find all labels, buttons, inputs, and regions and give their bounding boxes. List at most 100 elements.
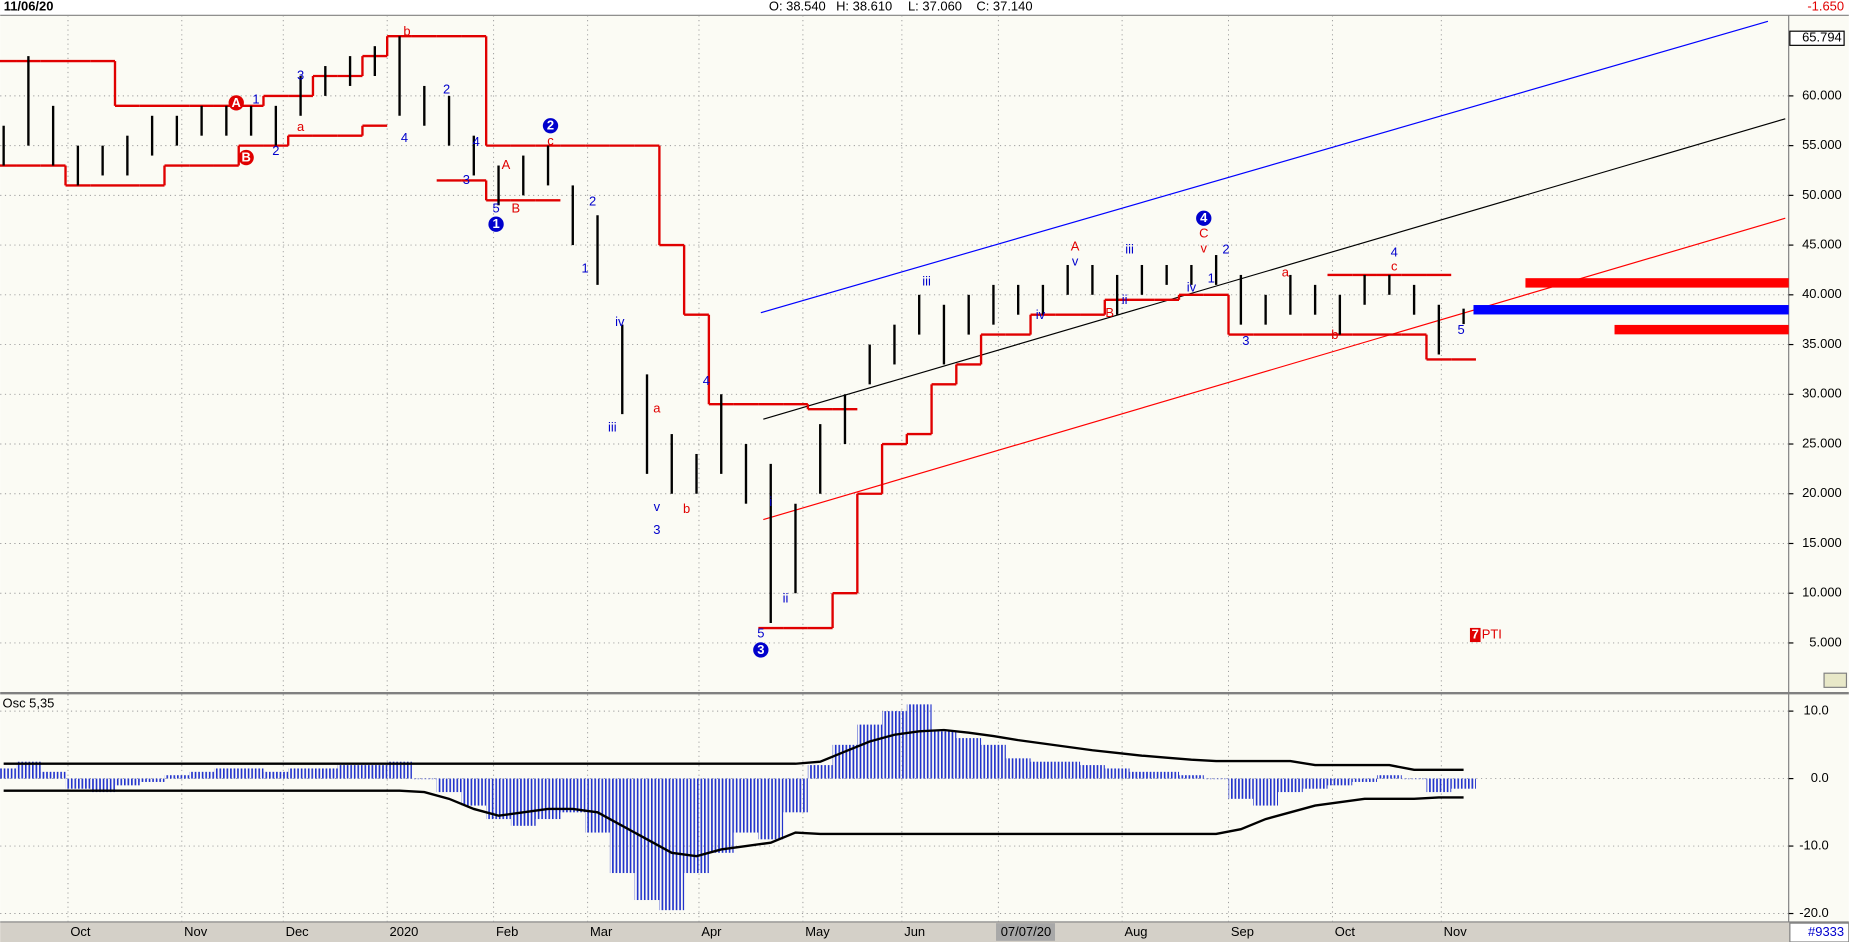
y-tick-label: 15.000 [1802,535,1842,550]
header-change: -1.650 [1807,0,1844,13]
x-tick-label: Aug [1124,924,1147,939]
x-tick-label: Dec [286,924,310,939]
oscillator-bar [288,768,313,779]
oscillator-bar [461,778,487,806]
oscillator-bar [1154,771,1180,779]
wave-label: a [653,401,661,416]
wave-label: v [1072,253,1079,268]
oscillator-bar [758,778,784,840]
wave-label: iii [1125,241,1134,256]
wave-label: ii [1122,292,1128,307]
wave-label: 3 [463,172,470,187]
wave-label: C [1199,226,1208,241]
x-tick-label: 07/07/20 [1001,924,1051,939]
y-tick-label: 55.000 [1802,137,1842,152]
wave-label: iv [615,314,625,329]
header-open: O: 38.540 [769,0,826,13]
oscillator-bar [931,731,957,779]
oscillator-bar [387,761,412,779]
wave-label: b [1331,327,1338,342]
y-tick-label: 10.0 [1804,703,1829,718]
wave-label: 2 [1222,241,1229,256]
wave-label: 3 [1242,333,1249,348]
badge-box [1469,627,1481,643]
oscillator-bar [1129,771,1155,779]
x-tick-label: Sep [1231,924,1254,939]
y-tick-label: 5.000 [1809,634,1841,649]
x-tick-label: 2020 [390,924,419,939]
y-tick-label: 35.000 [1802,336,1842,351]
scale-marker-box [1789,30,1845,46]
y-tick-label: 45.000 [1802,237,1842,252]
wave-circle [488,216,504,232]
oscillator-bar [312,768,338,779]
wave-label: 3 [653,522,660,537]
wave-label: 5 [492,201,499,216]
oscillator-bar [1104,768,1130,779]
wave-label: a [297,119,305,134]
oscillator-bar [238,768,264,779]
oscillator-bar [1055,761,1081,779]
oscillator-bar [1005,758,1031,779]
oscillator-bar [535,778,561,820]
wave-label: b [403,24,410,39]
header-bar [0,0,1849,16]
oscillator-bar [1228,778,1254,799]
oscillator-bar [733,778,759,833]
oscillator-bar [1401,778,1427,780]
oscillator-bar [164,775,190,779]
wave-label: 2 [272,143,279,158]
oscillator-bar [906,704,932,779]
level-band [1525,278,1789,288]
oscillator-bar [90,778,116,793]
y-tick-label: 60.000 [1802,87,1842,102]
y-tick-label: 50.000 [1802,187,1842,202]
oscillator-bar [189,771,214,779]
badge-number: 7 [1472,626,1479,641]
oscillator-bar [139,778,165,782]
wave-label: 1 [252,91,259,106]
oscillator-bar [1203,778,1229,780]
wave-label: 4 [401,130,408,145]
wave-label: 3 [757,642,764,657]
wave-label: iii [922,273,931,288]
wave-label: 2 [547,118,554,133]
wave-label: b [683,501,690,516]
y-tick-label: -10.0 [1799,837,1829,852]
y-tick-label: 40.000 [1802,286,1842,301]
wave-label: B [1105,305,1114,320]
wave-label: v [654,499,661,514]
oscillator-bar [1376,775,1402,779]
oscillator-bar [882,711,907,779]
y-tick-label: 10.000 [1802,585,1842,600]
wave-label: 1 [1208,270,1215,285]
zoom-button[interactable] [1823,672,1848,688]
oscillator-bar [684,778,709,874]
oscillator-bar [807,765,833,779]
wave-label: B [512,201,521,216]
wave-label: A [502,157,511,172]
x-tick-highlight [996,923,1055,941]
wave-label: iii [608,420,617,435]
oscillator-bar [0,768,17,779]
oscillator-bar [1327,778,1353,786]
x-tick-label: Apr [701,924,722,939]
oscillator-bar [708,778,734,853]
oscillator-envelope [3,728,1464,771]
wave-label: 5 [757,625,764,640]
header-high: H: 38.610 [836,0,892,13]
wave-label: 4 [703,373,710,388]
wave-circle [228,95,244,111]
oscillator-bar [510,778,536,826]
level-band [1473,305,1789,315]
wave-circle [542,118,559,134]
oscillator-bar [1302,778,1328,789]
oscillator-bar [213,768,239,779]
trendline [760,20,1769,314]
oscillator-bar [956,738,982,779]
badge-text: PTI [1482,626,1502,641]
x-tick-label: Nov [1444,924,1468,939]
wave-label: a [1282,264,1290,279]
y-tick-label: 20.000 [1802,485,1842,500]
